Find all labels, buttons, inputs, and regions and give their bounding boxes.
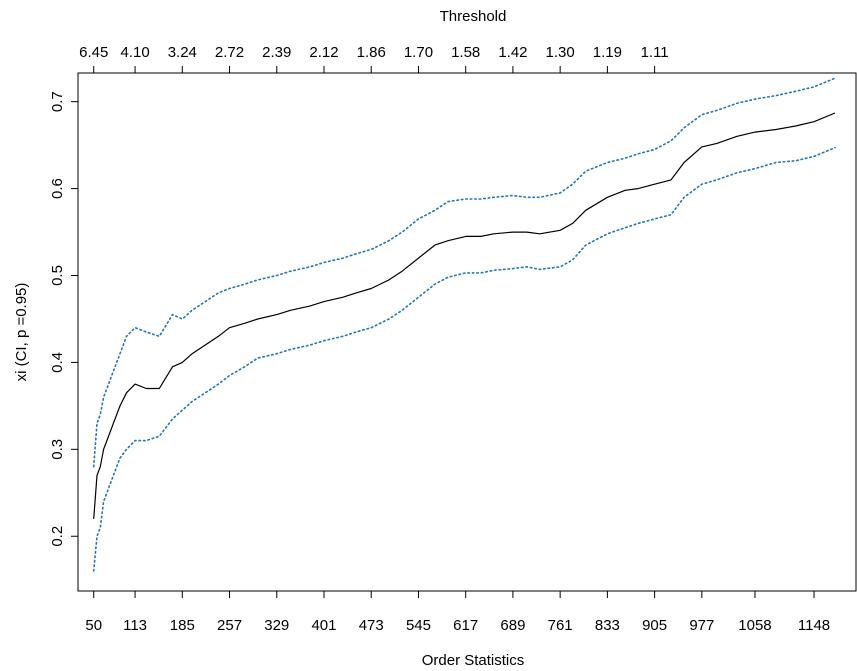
y-tick-label: 0.2 [49, 526, 66, 547]
y-axis-title: xi (CI, p =0.95) [13, 283, 30, 382]
x-tick-label: 185 [170, 617, 195, 634]
lower-ci-line [92, 146, 836, 572]
upper-ci-line [92, 77, 836, 468]
top-tick-label: 1.86 [357, 44, 386, 61]
y-tick-label: 0.3 [49, 439, 66, 460]
top-tick-label: 1.58 [451, 44, 480, 61]
estimate-line [93, 112, 836, 519]
top-tick-label: 2.12 [309, 44, 338, 61]
y-tick-label: 0.5 [49, 265, 66, 286]
top-tick-label: 1.11 [641, 44, 669, 61]
top-tick-label: 1.30 [546, 44, 575, 61]
y-axis: 0.2 0.3 0.4 0.5 0.6 0.7 [49, 91, 78, 547]
top-tick-label: 4.10 [120, 44, 149, 61]
plot-frame [77, 72, 857, 592]
x-axis-bottom: 50 113 185 257 329 401 473 545 617 689 761 833 905 97… [85, 591, 830, 634]
x-tick-label: 905 [642, 617, 667, 634]
x-tick-label: 1058 [738, 617, 771, 634]
x-tick-label: 473 [359, 617, 384, 634]
x-tick-label: 833 [595, 617, 620, 634]
x-axis-top: 6.45 4.10 3.24 2.72 2.39 2.12 1.86 1.70 1.58 1.42… [79, 44, 669, 73]
x-tick-label: 545 [406, 617, 431, 634]
x-tick-label: 689 [500, 617, 525, 634]
top-tick-label: 1.19 [593, 44, 622, 61]
x-tick-label: 257 [217, 617, 242, 634]
x-tick-label: 1148 [798, 617, 830, 634]
x-tick-label: 617 [453, 617, 478, 634]
top-tick-label: 2.39 [262, 44, 291, 61]
y-tick-label: 0.6 [49, 178, 66, 199]
top-tick-label: 6.45 [79, 44, 108, 61]
series-layer [92, 77, 836, 572]
x-axis-title: Order Statistics [422, 652, 525, 669]
top-axis-title: Threshold [440, 8, 507, 25]
top-tick-label: 3.24 [168, 44, 197, 61]
top-tick-label: 2.72 [215, 44, 244, 61]
top-tick-label: 1.42 [498, 44, 527, 61]
x-tick-label: 761 [548, 617, 573, 634]
x-tick-label: 113 [123, 617, 147, 634]
x-tick-label: 977 [689, 617, 714, 634]
y-tick-label: 0.4 [49, 352, 66, 373]
x-tick-label: 329 [264, 617, 289, 634]
x-tick-label: 50 [85, 617, 102, 634]
top-tick-label: 1.70 [404, 44, 433, 61]
x-tick-label: 401 [311, 617, 336, 634]
y-tick-label: 0.7 [49, 91, 66, 112]
